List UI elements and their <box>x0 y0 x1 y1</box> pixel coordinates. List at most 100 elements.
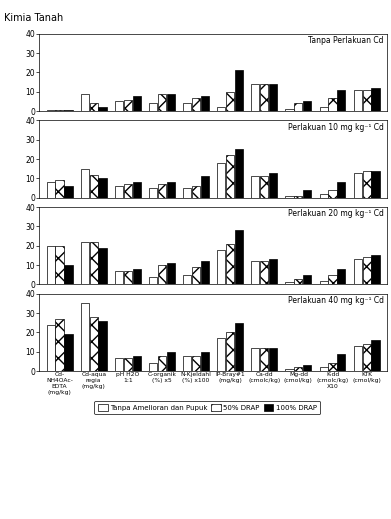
Bar <box>371 255 380 284</box>
Bar <box>371 340 380 371</box>
Bar <box>328 275 337 284</box>
Bar <box>183 356 191 371</box>
Bar <box>303 101 311 111</box>
Bar <box>303 365 311 371</box>
Bar <box>285 196 294 198</box>
Bar <box>319 107 328 111</box>
Bar <box>183 103 191 111</box>
Bar <box>133 95 141 111</box>
Bar <box>362 90 371 111</box>
Bar <box>192 267 200 284</box>
Text: Perlakuan 10 mg kg⁻¹ Cd: Perlakuan 10 mg kg⁻¹ Cd <box>288 122 384 132</box>
Bar <box>183 275 191 284</box>
Bar <box>353 173 362 198</box>
Bar <box>285 282 294 284</box>
Bar <box>319 367 328 371</box>
Bar <box>81 304 89 371</box>
Bar <box>217 250 225 284</box>
Bar <box>328 98 337 111</box>
Bar <box>294 279 303 284</box>
Bar <box>251 348 260 371</box>
Bar <box>285 369 294 371</box>
Bar <box>251 84 260 111</box>
Bar <box>149 103 157 111</box>
Bar <box>158 356 166 371</box>
Bar <box>269 84 277 111</box>
Bar <box>217 338 225 371</box>
Bar <box>319 281 328 284</box>
Bar <box>328 363 337 371</box>
Bar <box>115 358 123 371</box>
Bar <box>353 346 362 371</box>
Text: Perlakuan 20 mg kg⁻¹ Cd: Perlakuan 20 mg kg⁻¹ Cd <box>288 209 384 218</box>
Bar <box>90 103 98 111</box>
Bar <box>149 188 157 198</box>
Bar <box>269 348 277 371</box>
Bar <box>192 186 200 198</box>
Bar <box>81 242 89 284</box>
Bar <box>183 188 191 198</box>
Bar <box>337 90 346 111</box>
Bar <box>260 84 268 111</box>
Bar <box>115 101 123 111</box>
Bar <box>353 90 362 111</box>
Bar <box>124 271 132 284</box>
Bar <box>226 92 234 111</box>
Bar <box>303 190 311 198</box>
Bar <box>251 261 260 284</box>
Bar <box>235 149 243 198</box>
Bar <box>217 107 225 111</box>
Bar <box>201 352 209 371</box>
Bar <box>353 260 362 284</box>
Bar <box>124 184 132 198</box>
Bar <box>167 182 175 198</box>
Bar <box>201 261 209 284</box>
Bar <box>167 263 175 284</box>
Bar <box>90 242 98 284</box>
Bar <box>226 155 234 198</box>
Bar <box>124 358 132 371</box>
Bar <box>99 179 107 198</box>
Bar <box>56 245 64 284</box>
Bar <box>81 94 89 111</box>
Bar <box>260 176 268 198</box>
Bar <box>226 332 234 371</box>
Bar <box>99 248 107 284</box>
Bar <box>337 182 346 198</box>
Bar <box>192 98 200 111</box>
Bar <box>99 107 107 111</box>
Bar <box>47 325 55 371</box>
Bar <box>337 353 346 371</box>
Bar <box>371 88 380 111</box>
Bar <box>328 190 337 198</box>
Bar <box>133 356 141 371</box>
Bar <box>201 176 209 198</box>
Bar <box>285 109 294 111</box>
Bar <box>226 244 234 284</box>
Bar <box>260 348 268 371</box>
Bar <box>65 265 73 284</box>
Bar <box>124 100 132 111</box>
Bar <box>251 176 260 198</box>
Bar <box>149 277 157 284</box>
Bar <box>90 317 98 371</box>
Bar <box>269 173 277 198</box>
Bar <box>235 230 243 284</box>
Bar <box>90 174 98 198</box>
Bar <box>294 367 303 371</box>
Bar <box>294 196 303 198</box>
Bar <box>269 260 277 284</box>
Bar <box>319 194 328 198</box>
Bar <box>235 323 243 371</box>
Bar <box>303 275 311 284</box>
Bar <box>65 186 73 198</box>
Bar <box>167 352 175 371</box>
Bar <box>115 186 123 198</box>
Bar <box>260 261 268 284</box>
Bar <box>201 95 209 111</box>
Bar <box>158 184 166 198</box>
Text: Tanpa Perlakuan Cd: Tanpa Perlakuan Cd <box>308 36 384 45</box>
Bar <box>56 110 64 111</box>
Bar <box>81 169 89 198</box>
Bar <box>65 110 73 111</box>
